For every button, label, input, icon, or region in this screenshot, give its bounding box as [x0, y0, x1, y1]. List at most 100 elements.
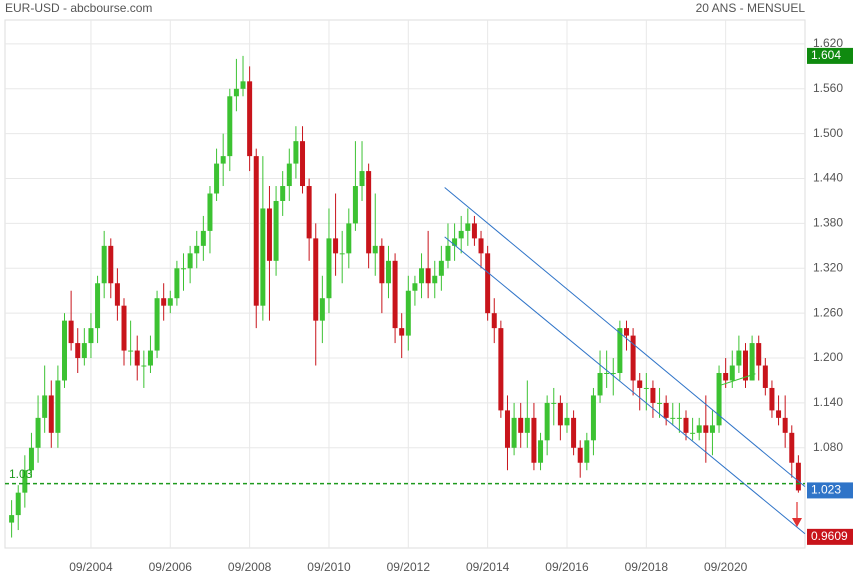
candle-body: [471, 223, 477, 239]
price-label: 1.604: [811, 48, 841, 62]
candle-body: [769, 387, 775, 411]
candle-body: [15, 492, 21, 516]
candle-body: [795, 462, 801, 491]
candle-body: [524, 417, 530, 433]
candle-body: [749, 343, 755, 381]
candle-body: [247, 81, 253, 157]
candle-body: [339, 253, 345, 255]
overlay: 1.03: [5, 187, 806, 535]
y-tick-label: 1.140: [813, 395, 843, 409]
candle-body: [597, 372, 603, 396]
candle-body: [42, 395, 48, 418]
candle-body: [762, 365, 768, 388]
candle-body: [498, 328, 504, 411]
price-label-box: [807, 47, 853, 64]
candle-body: [352, 186, 358, 224]
y-tick-label: 1.620: [813, 36, 843, 50]
arrow-head: [792, 518, 802, 527]
x-tick-label: 09/2020: [704, 560, 748, 574]
candle-body: [346, 223, 352, 254]
candle-body: [300, 141, 306, 187]
candle-body: [392, 260, 398, 329]
trend-line: [444, 236, 806, 535]
candle-body: [372, 245, 378, 254]
candle-body: [663, 402, 669, 418]
candle-body: [531, 417, 537, 463]
candle-body: [683, 417, 689, 433]
x-tick-label: 09/2006: [149, 560, 193, 574]
y-tick-label: 1.080: [813, 440, 843, 454]
candle-body: [491, 313, 497, 329]
candle-body: [240, 81, 246, 89]
x-tick-label: 09/2012: [387, 560, 431, 574]
candle-body: [200, 230, 206, 246]
candle-body: [657, 402, 663, 404]
y-tick-label: 1.560: [813, 81, 843, 95]
candle-body: [637, 380, 643, 388]
chart-subtitle: 20 ANS - MENSUEL: [696, 1, 806, 15]
candle-body: [723, 372, 729, 381]
candle-body: [419, 268, 425, 284]
candle-body: [108, 245, 114, 284]
candle-body: [266, 208, 272, 261]
candle-body: [438, 260, 444, 276]
candle-body: [187, 253, 193, 269]
candle-body: [604, 372, 610, 374]
candle-body: [114, 283, 120, 306]
candle-body: [154, 298, 160, 351]
candle-body: [425, 268, 431, 284]
marks: [9, 55, 801, 538]
candle-body: [194, 245, 200, 254]
candle-body: [485, 253, 491, 314]
candle-body: [227, 96, 233, 157]
candle-body: [670, 417, 676, 419]
candle-body: [88, 328, 94, 344]
y-tick-label: 1.440: [813, 171, 843, 185]
chart-title: EUR-USD - abcbourse.com: [5, 1, 152, 15]
trend-line: [444, 187, 806, 488]
candle-body: [703, 425, 709, 433]
candle-body: [147, 350, 153, 366]
candle-body: [207, 193, 213, 231]
candle-body: [452, 238, 458, 246]
trend-line: [718, 373, 756, 387]
candle-body: [776, 410, 782, 418]
candle-body: [696, 425, 702, 433]
price-label-box: [807, 482, 853, 499]
candle-body: [273, 200, 279, 261]
candle-body: [81, 343, 87, 359]
candle-body: [690, 432, 696, 434]
candle-body: [319, 298, 325, 321]
candle-body: [55, 380, 61, 433]
candle-body: [729, 365, 735, 381]
candle-body: [366, 171, 372, 254]
candle-body: [676, 417, 682, 419]
x-tick-label: 09/2018: [625, 560, 669, 574]
candle-body: [782, 417, 788, 433]
candle-body: [233, 88, 239, 97]
candle-body: [736, 350, 742, 366]
candle-body: [174, 268, 180, 299]
candle-body: [167, 298, 173, 306]
y-tick-label: 1.380: [813, 216, 843, 230]
candle-body: [623, 328, 629, 336]
candle-body: [571, 417, 577, 448]
candle-body: [756, 343, 762, 366]
candle-body: [590, 395, 596, 441]
candle-body: [742, 350, 748, 381]
candle-body: [28, 447, 34, 471]
candle-body: [518, 417, 524, 433]
y-tick-label: 1.200: [813, 350, 843, 364]
x-tick-label: 09/2010: [307, 560, 351, 574]
candle-body: [789, 432, 795, 463]
candle-body: [22, 470, 28, 493]
candle-body: [161, 298, 167, 306]
candle-body: [313, 238, 319, 321]
candle-body: [293, 141, 299, 164]
candle-body: [551, 402, 557, 404]
candle-body: [478, 238, 484, 254]
candle-body: [260, 208, 266, 306]
candle-body: [253, 156, 259, 306]
candle-body: [709, 425, 715, 433]
candle-body: [128, 350, 134, 352]
